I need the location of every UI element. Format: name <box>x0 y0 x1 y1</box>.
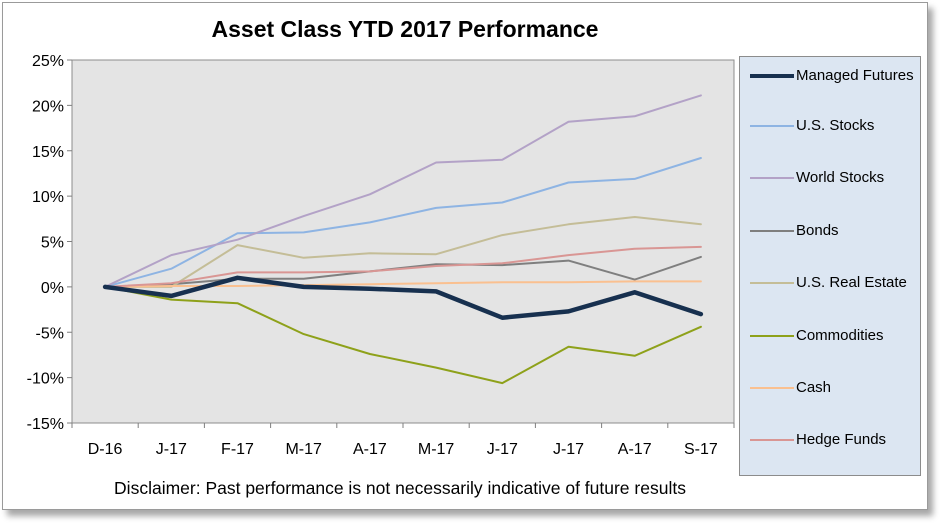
legend-item: Cash <box>740 377 922 417</box>
series-line-commodities <box>104 285 702 385</box>
legend-label: U.S. Real Estate <box>796 274 907 291</box>
y-axis: -15% -10% -5% 0% 5% 10% 15% 20% 25% <box>27 53 72 433</box>
x-tick-label: J-17 <box>487 441 518 458</box>
legend-swatch <box>750 125 794 127</box>
legend-item: World Stocks <box>740 167 922 207</box>
legend-item: Bonds <box>740 220 922 260</box>
y-tick-label: 0% <box>41 280 64 297</box>
legend-label: Commodities <box>796 327 884 344</box>
series-lines <box>102 94 704 385</box>
x-axis: D-16 J-17 F-17 M-17 A-17 M-17 J-17 J-17 A-17 S-17 <box>71 423 735 458</box>
legend-swatch <box>750 387 794 389</box>
y-tick-label: -15% <box>27 416 64 433</box>
legend-item: U.S. Real Estate <box>740 272 922 312</box>
y-tick-label: 5% <box>41 235 64 252</box>
chart-legend: Managed Futures U.S. Stocks World Stocks Bo… <box>739 56 921 476</box>
legend-swatch <box>750 335 794 337</box>
x-tick-label: A-17 <box>618 441 652 458</box>
y-tick-label: -10% <box>27 371 64 388</box>
legend-label: U.S. Stocks <box>796 117 875 134</box>
plot-area <box>71 59 735 424</box>
series-line-managed-futures <box>102 275 704 320</box>
series-line-u-s-stocks <box>104 157 702 288</box>
x-tick-label: A-17 <box>353 441 387 458</box>
y-tick-label: -5% <box>36 325 64 342</box>
legend-label: World Stocks <box>796 169 885 186</box>
legend-label: Cash <box>796 379 832 396</box>
legend-swatch <box>750 74 794 78</box>
legend-item: Managed Futures <box>740 65 922 105</box>
legend-swatch <box>750 177 794 179</box>
y-tick-label: 20% <box>32 98 64 115</box>
legend-label: Managed Futures <box>796 67 914 84</box>
legend-item: Hedge Funds <box>740 429 922 469</box>
legend-label: Hedge Funds <box>796 431 887 448</box>
series-line-world-stocks <box>104 94 702 288</box>
x-tick-label: J-17 <box>553 441 584 458</box>
y-tick-label: 15% <box>32 144 64 161</box>
x-tick-label: D-16 <box>88 441 123 458</box>
x-tick-label: J-17 <box>156 441 187 458</box>
x-tick-label: S-17 <box>684 441 718 458</box>
x-tick-label: F-17 <box>221 441 254 458</box>
y-tick-label: 25% <box>32 53 64 70</box>
x-tick-label: M-17 <box>285 441 322 458</box>
legend-label: Bonds <box>796 222 839 239</box>
legend-swatch <box>750 282 794 284</box>
legend-item: U.S. Stocks <box>740 115 922 155</box>
series-line-hedge-funds <box>104 245 702 288</box>
x-tick-label: M-17 <box>418 441 455 458</box>
legend-swatch <box>750 439 794 441</box>
series-line-u-s-real-estate <box>104 216 702 288</box>
disclaimer-text: Disclaimer: Past performance is not nece… <box>114 478 686 498</box>
legend-swatch <box>750 230 794 232</box>
chart-title: Asset Class YTD 2017 Performance <box>211 16 599 42</box>
y-tick-label: 10% <box>32 189 64 206</box>
legend-item: Commodities <box>740 325 922 365</box>
